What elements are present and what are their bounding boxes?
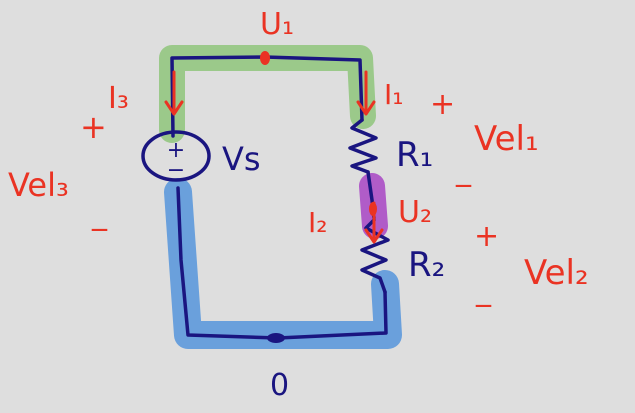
source-voltage-plus: + [80, 108, 107, 146]
ground-node-highlight [164, 178, 402, 349]
source-label: Vs [222, 140, 261, 178]
current-i3-arrow [164, 70, 184, 116]
node-2-label: U₂ [398, 195, 432, 230]
node-1-dot [260, 51, 270, 65]
current-i3-label: I₃ [108, 81, 129, 116]
resistor-r2-label: R₂ [408, 245, 445, 285]
node-1-highlight [159, 45, 376, 143]
source-voltage-minus: _ [91, 197, 108, 232]
voltage-source-symbol [141, 130, 211, 182]
bottom-wire [176, 186, 388, 340]
node-1-label: U₁ [260, 7, 294, 42]
current-i2-arrow [364, 201, 384, 244]
r1-voltage-label: Vel₁ [474, 119, 539, 159]
resistor-r1-symbol [348, 118, 378, 174]
r1-voltage-minus: _ [455, 153, 472, 188]
source-minus-sign: − [167, 158, 185, 183]
ground-node-dot [267, 333, 285, 343]
current-i2-label: I₂ [308, 206, 327, 239]
current-i1-arrow [356, 70, 376, 116]
source-voltage-label: Vel₃ [8, 166, 69, 204]
resistor-r1-label: R₁ [396, 135, 433, 175]
current-i1-label: I₁ [384, 78, 403, 111]
ground-label: 0 [270, 368, 289, 403]
resistor-r2-symbol [360, 218, 390, 294]
r1-voltage-plus: + [430, 87, 455, 122]
r2-voltage-label: Vel₂ [524, 253, 589, 293]
r2-voltage-minus: _ [475, 273, 492, 308]
source-plus-sign: + [167, 138, 185, 163]
r2-voltage-plus: + [474, 219, 499, 254]
